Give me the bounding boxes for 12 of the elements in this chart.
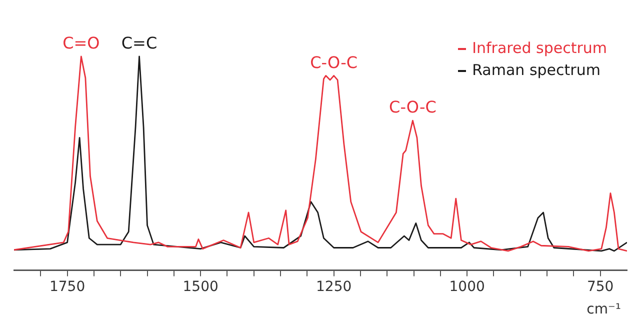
legend-label: Infrared spectrum xyxy=(471,38,607,59)
annotation: C-O-C xyxy=(310,52,358,72)
annotation: C=C xyxy=(121,34,158,53)
x-tick-label: 1000 xyxy=(449,279,485,296)
annotation: C-O-C xyxy=(389,98,436,117)
annotation: C=O xyxy=(62,34,100,53)
x-axis-title: cm⁻¹ xyxy=(586,302,621,318)
x-tick-label: 1750 xyxy=(49,279,86,296)
x-tick-label: 1500 xyxy=(182,279,218,296)
x-tick-label: 750 xyxy=(586,279,614,296)
legend-label: Raman spectrum xyxy=(471,60,602,81)
x-tick-label: 1250 xyxy=(316,279,352,296)
